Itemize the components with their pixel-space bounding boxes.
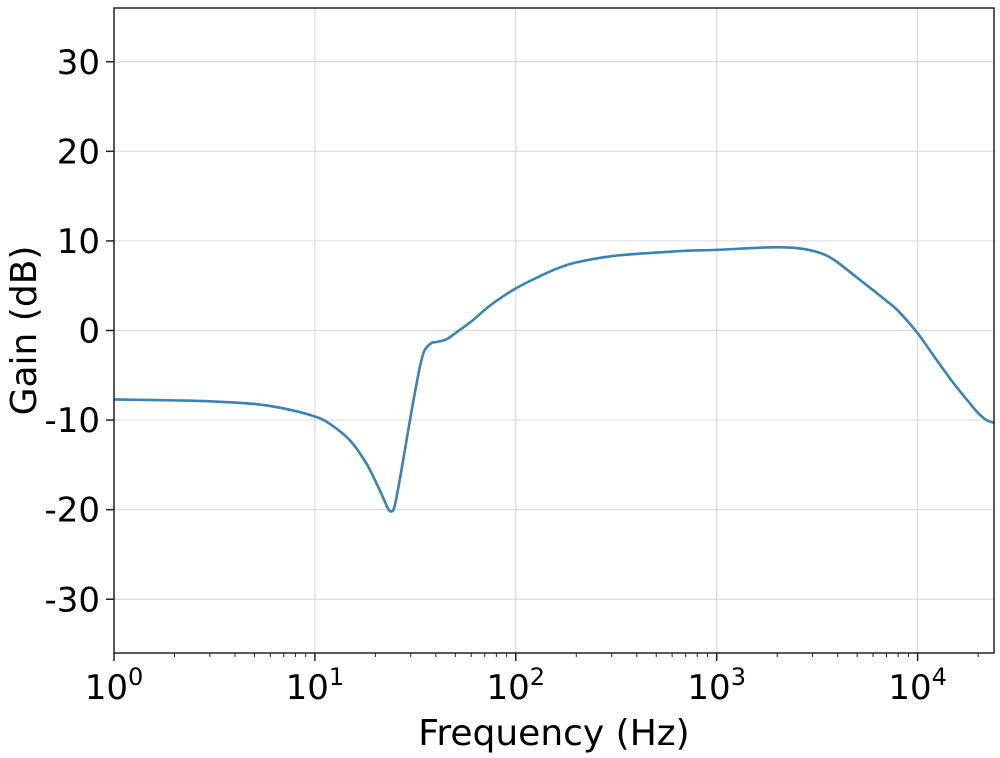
y-tick-label: -30 [44,580,100,620]
x-tick-label-exponent: 4 [932,663,947,691]
grid [113,8,994,653]
x-tick-label: 100 [85,663,144,708]
gain-series-line [113,245,995,513]
y-tick-label: -10 [44,401,100,441]
y-tick-label: 30 [57,43,100,83]
x-tick-label-exponent: 1 [329,663,344,691]
y-tick-label: 10 [57,222,100,262]
y-axis-label: Gain (dB) [4,246,45,416]
axis-ticks [106,61,979,661]
x-tick-label-base: 10 [85,668,128,708]
x-tick-label: 104 [888,663,947,708]
x-tick-label-exponent: 3 [731,663,746,691]
x-tick-label: 101 [286,663,345,708]
x-tick-label: 103 [687,663,746,708]
x-tick-label-base: 10 [687,668,730,708]
x-tick-label-base: 10 [888,668,931,708]
y-tick-label: -20 [44,491,100,531]
y-tick-label: 0 [78,312,100,352]
x-tick-label-base: 10 [487,668,530,708]
y-tick-label: 20 [57,132,100,172]
x-axis-label: Frequency (Hz) [418,713,689,754]
x-tick-label-exponent: 2 [530,663,545,691]
x-tick-label-base: 10 [286,668,329,708]
x-tick-label: 102 [487,663,546,708]
plot-area [113,245,995,513]
x-tick-label-exponent: 0 [128,663,143,691]
